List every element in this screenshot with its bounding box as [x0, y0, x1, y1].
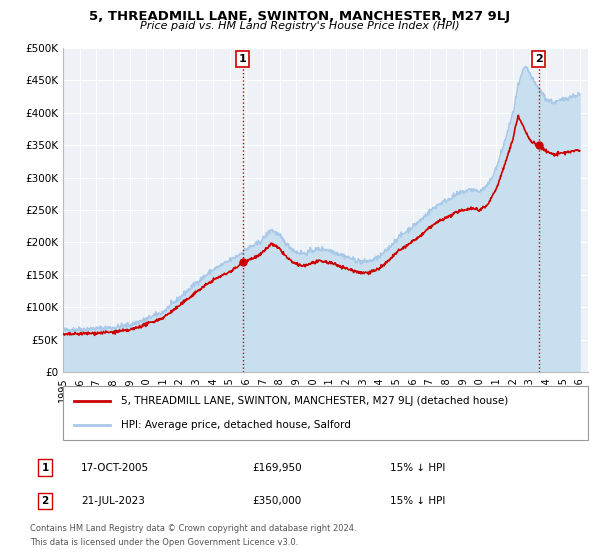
Text: 5, THREADMILL LANE, SWINTON, MANCHESTER, M27 9LJ (detached house): 5, THREADMILL LANE, SWINTON, MANCHESTER,…: [121, 396, 508, 407]
Text: 1: 1: [41, 463, 49, 473]
Text: 15% ↓ HPI: 15% ↓ HPI: [390, 496, 445, 506]
Text: £350,000: £350,000: [252, 496, 301, 506]
Text: 17-OCT-2005: 17-OCT-2005: [81, 463, 149, 473]
Text: This data is licensed under the Open Government Licence v3.0.: This data is licensed under the Open Gov…: [30, 538, 298, 547]
Text: 21-JUL-2023: 21-JUL-2023: [81, 496, 145, 506]
Text: Contains HM Land Registry data © Crown copyright and database right 2024.: Contains HM Land Registry data © Crown c…: [30, 524, 356, 533]
Text: 2: 2: [41, 496, 49, 506]
Text: 1: 1: [239, 54, 247, 64]
FancyBboxPatch shape: [63, 386, 588, 440]
Text: HPI: Average price, detached house, Salford: HPI: Average price, detached house, Salf…: [121, 419, 350, 430]
Text: £169,950: £169,950: [252, 463, 302, 473]
Text: Price paid vs. HM Land Registry's House Price Index (HPI): Price paid vs. HM Land Registry's House …: [140, 21, 460, 31]
Text: 2: 2: [535, 54, 542, 64]
Text: 15% ↓ HPI: 15% ↓ HPI: [390, 463, 445, 473]
Text: 5, THREADMILL LANE, SWINTON, MANCHESTER, M27 9LJ: 5, THREADMILL LANE, SWINTON, MANCHESTER,…: [89, 10, 511, 23]
